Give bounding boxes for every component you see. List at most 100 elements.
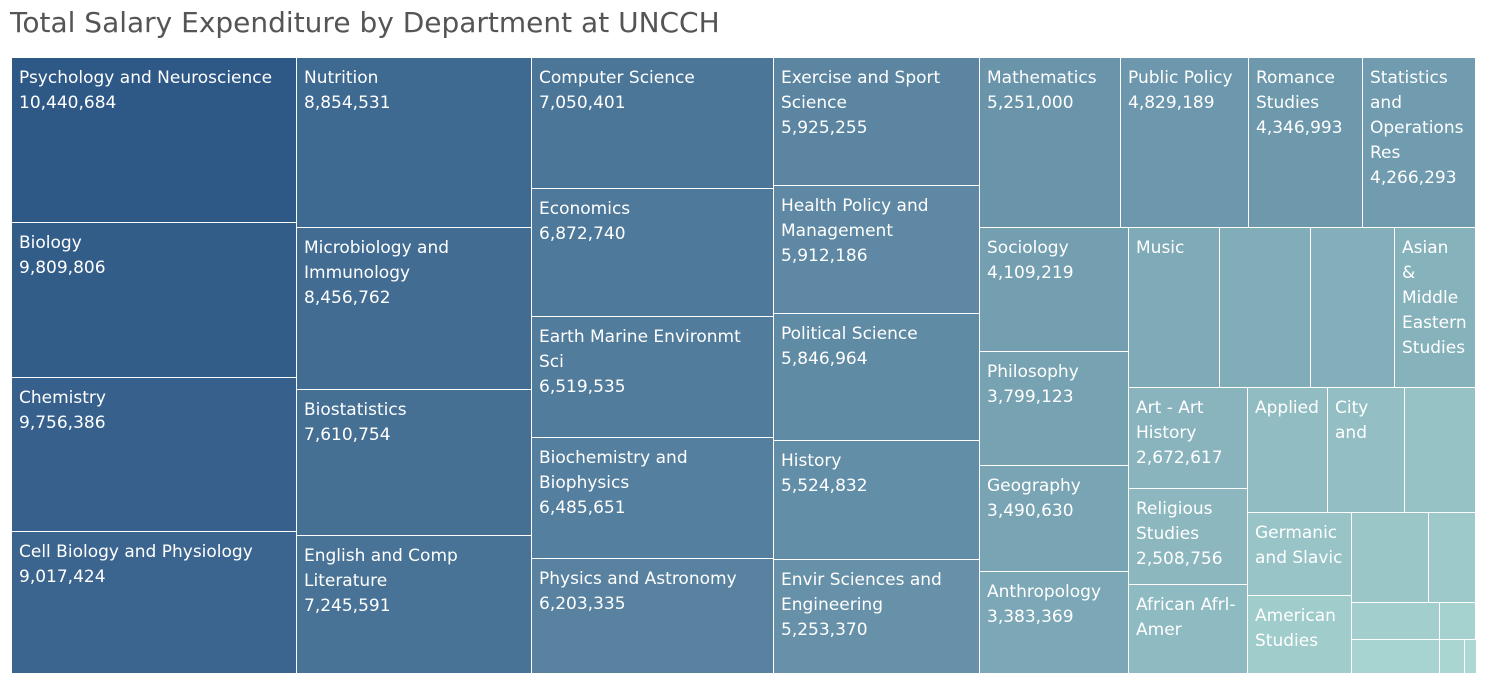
tile-value: 3,799,123: [987, 387, 1074, 407]
tile-value: 8,456,762: [304, 288, 391, 308]
tile-biology[interactable]: Biology 9,809,806: [12, 223, 297, 378]
tile-value: 4,266,293: [1370, 168, 1457, 188]
tile-value: 4,109,219: [987, 263, 1074, 283]
tile-value: 6,519,535: [539, 377, 626, 397]
tile-applied[interactable]: Applied: [1248, 388, 1328, 513]
tile-mathematics[interactable]: Mathematics 5,251,000: [980, 58, 1121, 228]
tile-philosophy[interactable]: Philosophy 3,799,123: [980, 352, 1129, 466]
tile-public-policy[interactable]: Public Policy 4,829,189: [1121, 58, 1249, 228]
tile-label: Music: [1136, 238, 1185, 258]
tile-label: Anthropology: [987, 582, 1102, 602]
tile-label: Exercise and Sport Science: [781, 68, 941, 113]
tile-physics-and-astronomy[interactable]: Physics and Astronomy 6,203,335: [532, 559, 774, 674]
tile-value: 2,508,756: [1136, 549, 1223, 569]
tile-label: Nutrition: [304, 68, 379, 88]
tile-label: American Studies: [1255, 606, 1336, 651]
tile-asian-and-middle-eastern-studies[interactable]: Asian & Middle Eastern Studies: [1395, 228, 1476, 388]
tile-label: Chemistry: [19, 388, 106, 408]
tile-label: Economics: [539, 199, 631, 219]
tile-unlabeled[interactable]: [1465, 640, 1476, 674]
tile-label: Health Policy and Management: [781, 196, 929, 241]
tile-value: 7,245,591: [304, 596, 391, 616]
tile-value: 5,846,964: [781, 349, 868, 369]
tile-value: 4,829,189: [1128, 93, 1215, 113]
tile-microbiology-and-immunology[interactable]: Microbiology and Immunology 8,456,762: [297, 228, 532, 390]
tile-label: Religious Studies: [1136, 499, 1213, 544]
tile-label: Biology: [19, 233, 82, 253]
tile-value: 5,912,186: [781, 246, 868, 266]
tile-label: Psychology and Neuroscience: [19, 68, 273, 88]
tile-value: 9,017,424: [19, 567, 106, 587]
tile-value: 9,756,386: [19, 413, 106, 433]
tile-label: Romance Studies: [1256, 68, 1336, 113]
tile-label: Microbiology and Immunology: [304, 238, 450, 283]
tile-nutrition[interactable]: Nutrition 8,854,531: [297, 58, 532, 228]
tile-value: 6,872,740: [539, 224, 626, 244]
tile-english-and-comp-literature[interactable]: English and Comp Literature 7,245,591: [297, 536, 532, 674]
tile-label: Asian & Middle Eastern Studies: [1402, 238, 1467, 358]
tile-biochemistry-and-biophysics[interactable]: Biochemistry and Biophysics 6,485,651: [532, 438, 774, 559]
chart-title: Total Salary Expenditure by Department a…: [10, 6, 720, 39]
tile-value: 10,440,684: [19, 93, 117, 113]
tile-unlabeled[interactable]: [1440, 640, 1465, 674]
tile-label: Mathematics: [987, 68, 1097, 88]
tile-label: English and Comp Literature: [304, 546, 458, 591]
tile-cell-biology-and-physiology[interactable]: Cell Biology and Physiology 9,017,424: [12, 532, 297, 674]
tile-label: Physics and Astronomy: [539, 569, 737, 589]
tile-value: 6,203,335: [539, 594, 626, 614]
tile-value: 3,383,369: [987, 607, 1074, 627]
tile-value: 7,610,754: [304, 425, 391, 445]
tile-label: Germanic and Slavic: [1255, 523, 1343, 568]
tile-history[interactable]: History 5,524,832: [774, 441, 980, 560]
tile-value: 7,050,401: [539, 93, 626, 113]
tile-music[interactable]: Music: [1129, 228, 1220, 388]
tile-value: 5,925,255: [781, 118, 868, 138]
tile-unlabeled[interactable]: [1405, 388, 1476, 513]
tile-anthropology[interactable]: Anthropology 3,383,369: [980, 572, 1129, 674]
tile-label: Cell Biology and Physiology: [19, 542, 253, 562]
tile-label: Biochemistry and Biophysics: [539, 448, 688, 493]
tile-african-afrl-amer[interactable]: African Afrl-Amer: [1129, 585, 1248, 674]
tile-label: Political Science: [781, 324, 918, 344]
tile-health-policy-and-management[interactable]: Health Policy and Management 5,912,186: [774, 186, 980, 314]
tile-label: African Afrl-Amer: [1136, 595, 1236, 640]
tile-value: 2,672,617: [1136, 448, 1223, 468]
tile-unlabeled[interactable]: [1429, 513, 1476, 603]
tile-label: City and: [1335, 398, 1369, 443]
tile-romance-studies[interactable]: Romance Studies 4,346,993: [1249, 58, 1363, 228]
tile-germanic-and-slavic[interactable]: Germanic and Slavic: [1248, 513, 1352, 596]
tile-unlabeled[interactable]: [1440, 603, 1476, 640]
tile-value: 5,253,370: [781, 620, 868, 640]
tile-american-studies[interactable]: American Studies: [1248, 596, 1352, 674]
tile-biostatistics[interactable]: Biostatistics 7,610,754: [297, 390, 532, 536]
tile-unlabeled[interactable]: [1352, 513, 1429, 603]
tile-unlabeled[interactable]: [1311, 228, 1395, 388]
tile-value: 4,346,993: [1256, 118, 1343, 138]
tile-label: Computer Science: [539, 68, 695, 88]
tile-political-science[interactable]: Political Science 5,846,964: [774, 314, 980, 441]
tile-unlabeled[interactable]: [1220, 228, 1311, 388]
tile-exercise-and-sport-science[interactable]: Exercise and Sport Science 5,925,255: [774, 58, 980, 186]
tile-envir-sciences-and-engineering[interactable]: Envir Sciences and Engineering 5,253,370: [774, 560, 980, 674]
tile-city-and[interactable]: City and: [1328, 388, 1405, 513]
tile-economics[interactable]: Economics 6,872,740: [532, 189, 774, 317]
tile-label: Sociology: [987, 238, 1069, 258]
tile-art-art-history[interactable]: Art - Art History 2,672,617: [1129, 388, 1248, 489]
tile-chemistry[interactable]: Chemistry 9,756,386: [12, 378, 297, 532]
tile-unlabeled[interactable]: [1352, 603, 1440, 640]
tile-earth-marine-environmt-sci[interactable]: Earth Marine Environmt Sci 6,519,535: [532, 317, 774, 438]
tile-psychology-and-neuroscience[interactable]: Psychology and Neuroscience 10,440,684: [12, 58, 297, 223]
tile-geography[interactable]: Geography 3,490,630: [980, 466, 1129, 572]
tile-label: Geography: [987, 476, 1081, 496]
tile-label: Applied: [1255, 398, 1319, 418]
tile-unlabeled[interactable]: [1352, 640, 1440, 674]
tile-value: 8,854,531: [304, 93, 391, 113]
tile-sociology[interactable]: Sociology 4,109,219: [980, 228, 1129, 352]
tile-religious-studies[interactable]: Religious Studies 2,508,756: [1129, 489, 1248, 585]
tile-statistics-and-operations-res[interactable]: Statistics and Operations Res 4,266,293: [1363, 58, 1476, 228]
tile-label: History: [781, 451, 842, 471]
tile-label: Statistics and Operations Res: [1370, 68, 1464, 163]
tile-computer-science[interactable]: Computer Science 7,050,401: [532, 58, 774, 189]
tile-label: Biostatistics: [304, 400, 407, 420]
tile-value: 5,251,000: [987, 93, 1074, 113]
